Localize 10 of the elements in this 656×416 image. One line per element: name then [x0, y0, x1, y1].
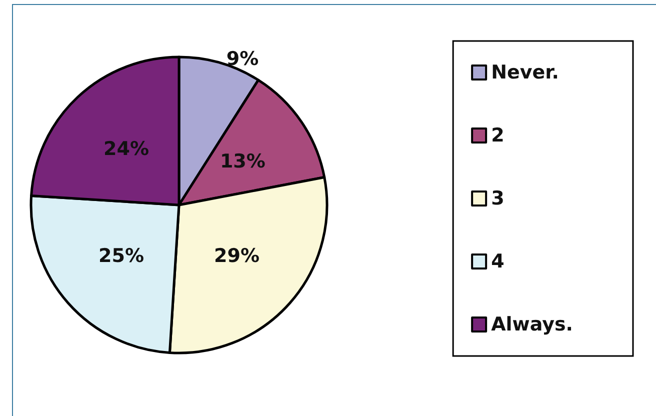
data-label: 13% [220, 150, 266, 173]
legend-label: 3 [491, 188, 504, 210]
data-label: 25% [98, 244, 144, 267]
legend-label: 2 [491, 124, 504, 146]
legend-label: 4 [491, 250, 504, 272]
data-label: 24% [104, 138, 150, 160]
legend-label: Never. [491, 62, 560, 84]
legend-label: Always. [491, 314, 574, 336]
data-label: 9% [226, 48, 259, 70]
data-label: 29% [214, 244, 260, 267]
